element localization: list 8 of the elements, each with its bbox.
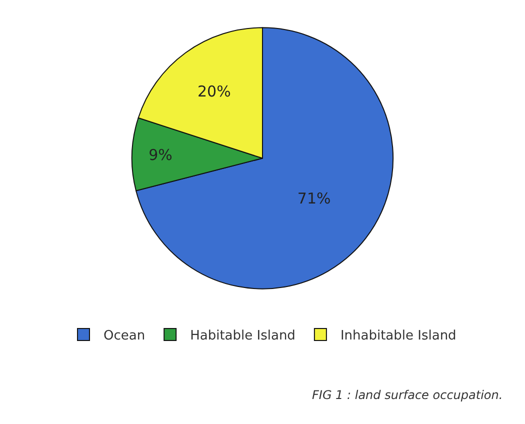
data-label: 71%	[297, 189, 331, 208]
caption: FIG 1 : land surface occupation.	[312, 388, 503, 402]
legend-label: Habitable Island	[190, 328, 296, 344]
data-label: 20%	[197, 82, 231, 101]
data-label: 9%	[148, 146, 172, 164]
legend-label: Ocean	[104, 328, 146, 344]
legend-label: Inhabitable Island	[340, 328, 456, 344]
pie-slice	[136, 27, 394, 290]
